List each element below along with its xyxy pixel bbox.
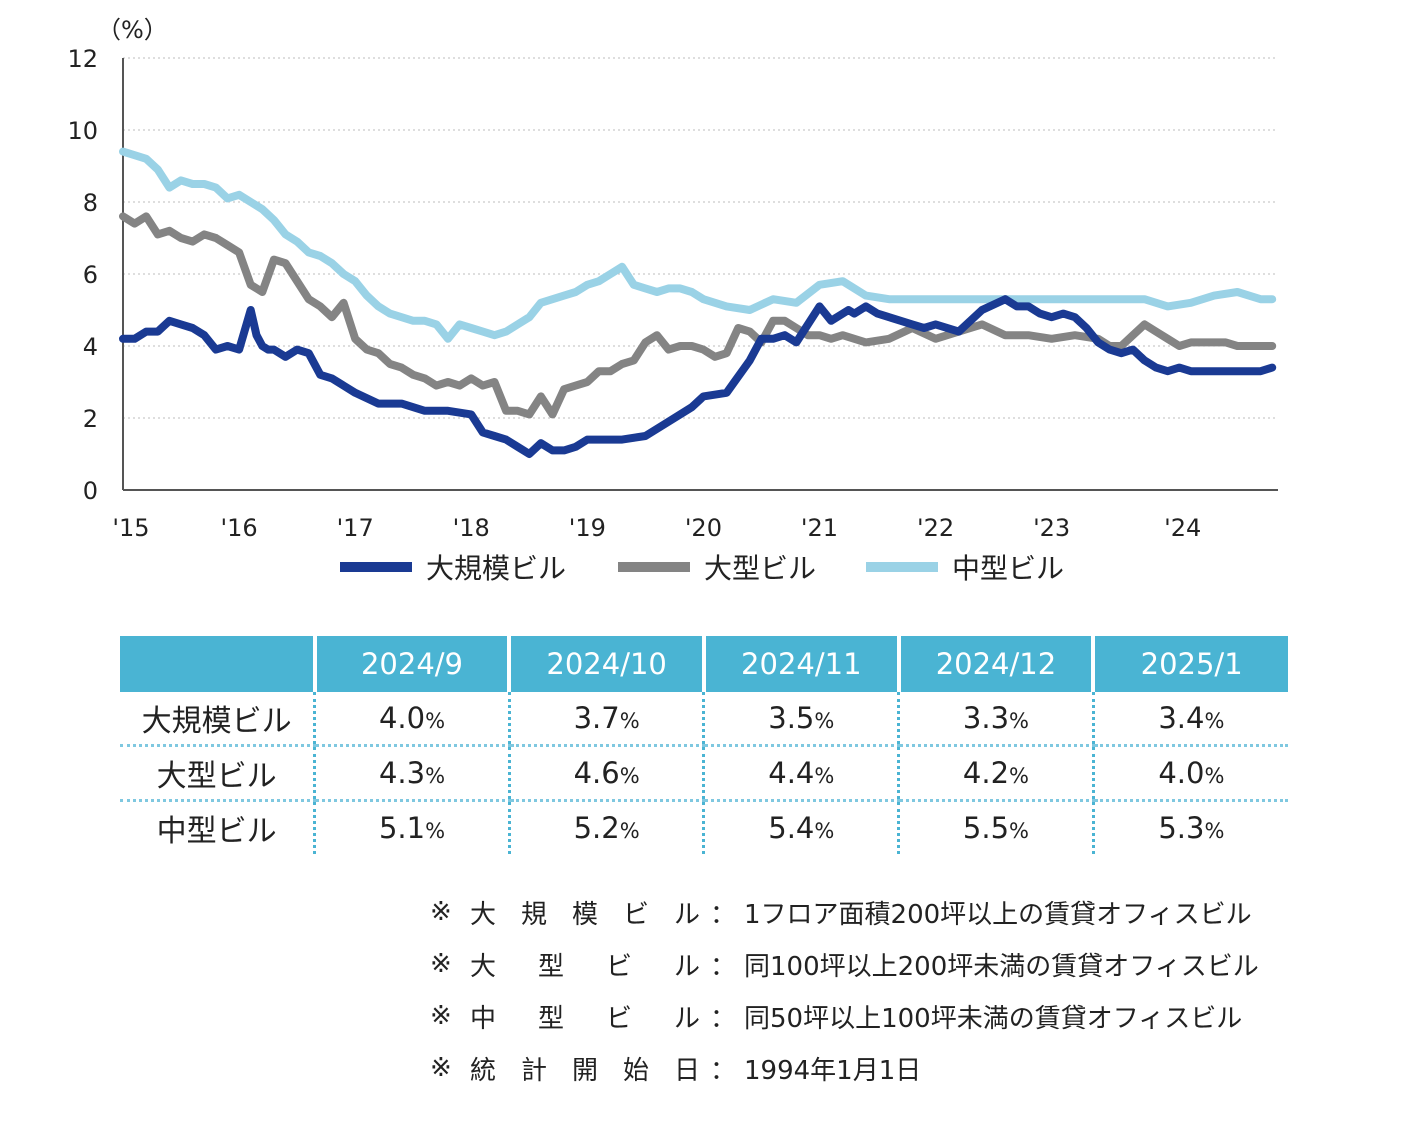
table-header-cell: 2024/11 bbox=[701, 636, 899, 692]
series-lines bbox=[119, 147, 1277, 458]
x-tick-label: '18 bbox=[453, 514, 490, 542]
table-cell: 4.6% bbox=[507, 745, 704, 802]
note-desc: 1994年1月1日 bbox=[744, 1055, 922, 1086]
note-mark: ※ bbox=[430, 897, 452, 927]
y-tick-label: 6 bbox=[83, 261, 98, 289]
legend-label: 大型ビル bbox=[704, 552, 816, 585]
legend-label: 中型ビル bbox=[952, 552, 1064, 585]
table-cell: 5.1% bbox=[313, 800, 510, 854]
y-tick-label: 2 bbox=[83, 405, 98, 433]
table-row: 中型ビル 5.1% 5.2% 5.4% 5.5% 5.3% bbox=[120, 800, 1288, 854]
legend: 大規模ビル 大型ビル 中型ビル bbox=[340, 552, 1064, 585]
legend-label: 大規模ビル bbox=[426, 552, 566, 585]
footnote: ※ 大規模ビル ： 1フロア面積200坪以上の賃貸オフィスビル bbox=[430, 886, 1259, 938]
y-tick-label: 4 bbox=[83, 333, 98, 361]
series-line-1 bbox=[119, 295, 1277, 458]
table-cell: 5.2% bbox=[507, 800, 704, 854]
row-label: 中型ビル bbox=[156, 814, 277, 849]
vacancy-rate-line-chart: 0 2 4 6 8 10 12（%） '15 '16 '17 '18 '19 '20 '21 '22 '23 '… bbox=[67, 16, 1278, 585]
table-cell: 4.0% bbox=[313, 692, 510, 747]
note-term: 大規模ビル bbox=[470, 899, 700, 930]
recent-values-table: 2024/9 2024/10 2024/11 2024/12 2025/1 大規… bbox=[120, 636, 1288, 854]
table-header-row: 2024/9 2024/10 2024/11 2024/12 2025/1 bbox=[120, 636, 1288, 692]
table-cell: 5.5% bbox=[897, 800, 1094, 854]
table-cell: 3.4% bbox=[1091, 692, 1288, 747]
table-cell: 4.0% bbox=[1091, 745, 1288, 802]
note-mark: ※ bbox=[430, 949, 452, 979]
table-row: 大型ビル 4.3% 4.6% 4.4% 4.2% 4.0% bbox=[120, 745, 1288, 802]
footnotes: ※ 大規模ビル ： 1フロア面積200坪以上の賃貸オフィスビル ※ 大型ビル ：… bbox=[430, 886, 1259, 1094]
y-tick-label: 10 bbox=[67, 117, 98, 145]
table-header-blank bbox=[120, 636, 315, 692]
note-mark: ※ bbox=[430, 1053, 452, 1083]
table-cell: 4.2% bbox=[897, 745, 1094, 802]
note-colon: ： bbox=[710, 899, 737, 930]
table-header-cell: 2024/9 bbox=[312, 636, 510, 692]
y-tick-label: 0 bbox=[83, 477, 98, 505]
x-tick-label: '20 bbox=[685, 514, 722, 542]
row-label: 大規模ビル bbox=[120, 692, 315, 747]
note-colon: ： bbox=[710, 951, 737, 982]
table-row: 大規模ビル 4.0% 3.7% 3.5% 3.3% 3.4% bbox=[120, 692, 1288, 747]
table-cell: 4.4% bbox=[702, 745, 899, 802]
x-tick-label: '19 bbox=[569, 514, 606, 542]
table-header-cell: 2024/10 bbox=[507, 636, 704, 692]
footnote: ※ 大型ビル ： 同100坪以上200坪未満の賃貸オフィスビル bbox=[430, 938, 1259, 990]
table-cell: 3.7% bbox=[507, 692, 704, 747]
table-cell: 5.4% bbox=[702, 800, 899, 854]
x-tick-label: '21 bbox=[801, 514, 838, 542]
note-desc: 1フロア面積200坪以上の賃貸オフィスビル bbox=[744, 899, 1252, 930]
note-term: 中型ビル bbox=[470, 1003, 700, 1034]
note-term: 大型ビル bbox=[470, 951, 700, 982]
note-mark: ※ bbox=[430, 1001, 452, 1031]
footnote: ※ 統計開始日 ： 1994年1月1日 bbox=[430, 1042, 1259, 1094]
footnote: ※ 中型ビル ： 同50坪以上100坪未満の賃貸オフィスビル bbox=[430, 990, 1259, 1042]
note-term: 統計開始日 bbox=[470, 1055, 700, 1086]
y-tick-label: 8 bbox=[83, 189, 98, 217]
note-colon: ： bbox=[710, 1055, 737, 1086]
y-tick-label: 12 bbox=[67, 45, 98, 73]
note-desc: 同100坪以上200坪未満の賃貸オフィスビル bbox=[744, 951, 1259, 982]
x-tick-label: '23 bbox=[1033, 514, 1070, 542]
row-label: 大型ビル bbox=[120, 745, 315, 802]
table-cell: 3.3% bbox=[897, 692, 1094, 747]
x-tick-label: '16 bbox=[221, 514, 258, 542]
axes: 0 2 4 6 8 10 12（%） '15 '16 '17 '18 '19 '20 '21 '22 '23 '… bbox=[67, 16, 1278, 542]
note-colon: ： bbox=[710, 1003, 737, 1034]
y-unit-label: （%） bbox=[97, 16, 168, 44]
series-line-3 bbox=[119, 147, 1277, 343]
note-desc: 同50坪以上100坪未満の賃貸オフィスビル bbox=[744, 1003, 1243, 1034]
series-line-2 bbox=[119, 212, 1277, 419]
x-tick-label: '22 bbox=[917, 514, 954, 542]
x-tick-label: '24 bbox=[1164, 514, 1201, 542]
table-header-cell: 2025/1 bbox=[1091, 636, 1288, 692]
table-cell: 3.5% bbox=[702, 692, 899, 747]
table-cell: 5.3% bbox=[1091, 800, 1288, 854]
x-tick-label: '17 bbox=[337, 514, 374, 542]
table-header-cell: 2024/12 bbox=[896, 636, 1094, 692]
x-tick-label: '15 bbox=[112, 514, 149, 542]
table-cell: 4.3% bbox=[313, 745, 510, 802]
